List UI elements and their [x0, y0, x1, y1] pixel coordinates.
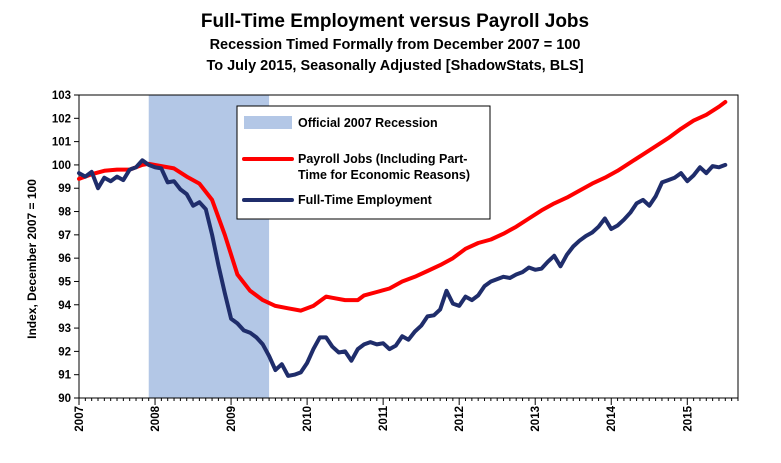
y-tick-label: 103 — [52, 90, 71, 102]
x-tick-label: 2015 — [682, 405, 694, 431]
x-tick-label: 2014 — [606, 405, 618, 431]
y-tick-label: 92 — [58, 346, 71, 358]
x-tick-label: 2011 — [378, 405, 390, 431]
x-tick-label: 2009 — [226, 406, 238, 432]
legend-swatch-recession — [244, 116, 292, 129]
x-tick-label: 2010 — [302, 406, 314, 432]
y-tick-label: 90 — [58, 393, 71, 405]
y-tick-label: 95 — [58, 276, 71, 288]
y-tick-label: 94 — [58, 300, 71, 312]
full-time-employment-line — [77, 158, 728, 378]
chart-subtitle-line-1: Recession Timed Formally from December 2… — [210, 37, 581, 53]
y-tick-label: 102 — [52, 113, 71, 125]
y-tick-label: 99 — [58, 183, 71, 195]
legend-label-recession: Official 2007 Recession — [298, 116, 438, 130]
x-tick-label: 2008 — [150, 405, 162, 431]
y-axis-label: Index, December 2007 = 100 — [25, 179, 39, 339]
legend-label-payroll-jobs: Time for Economic Reasons) — [298, 168, 470, 182]
chart-title: Full-Time Employment versus Payroll Jobs — [201, 11, 589, 32]
y-tick-label: 96 — [58, 253, 71, 265]
x-tick-label: 2007 — [74, 406, 86, 432]
y-tick-label: 91 — [58, 370, 71, 382]
y-tick-label: 100 — [52, 160, 71, 172]
y-tick-label: 93 — [58, 323, 71, 335]
x-tick-label: 2013 — [530, 406, 542, 432]
legend-label-payroll-jobs: Payroll Jobs (Including Part- — [298, 152, 467, 166]
y-tick-label: 101 — [52, 137, 72, 149]
payroll-jobs-line — [77, 100, 728, 313]
chart-subtitle-line-2: To July 2015, Seasonally Adjusted [Shado… — [206, 58, 583, 74]
y-tick-label: 98 — [58, 207, 71, 219]
legend-label-full-time-employment: Full-Time Employment — [298, 193, 433, 207]
y-tick-label: 97 — [58, 230, 71, 242]
x-tick-label: 2012 — [454, 406, 466, 432]
